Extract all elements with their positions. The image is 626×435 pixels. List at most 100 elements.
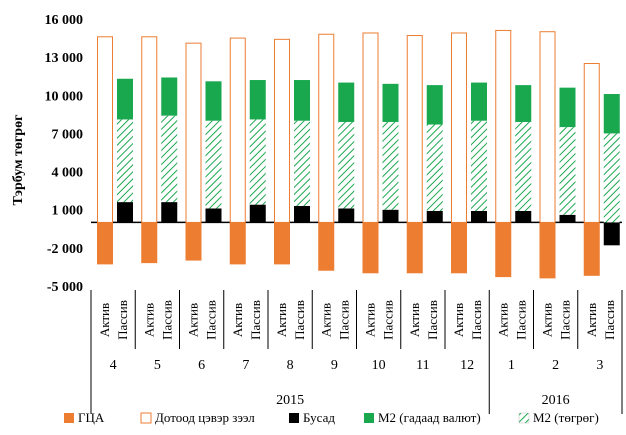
bar-label-aktiv: Актив <box>274 303 289 337</box>
busad-bar <box>249 204 266 223</box>
y-tick-label: 10 000 <box>45 89 84 104</box>
legend-swatch-busad <box>289 413 299 423</box>
gca-bar <box>185 222 202 261</box>
bar-label-passiv: Пассив <box>292 300 307 340</box>
gca-bar <box>229 222 246 265</box>
legend-label-busad: Бусад <box>303 410 335 425</box>
bar-label-aktiv: Актив <box>451 303 466 337</box>
month-label: 7 <box>242 358 249 373</box>
domestic-credit-bar <box>362 32 379 223</box>
gca-bar <box>318 222 335 271</box>
m2-tug-bar <box>603 133 620 223</box>
y-tick-label: -5 000 <box>47 280 83 295</box>
busad-bar <box>382 209 399 223</box>
bar-label-passiv: Пассив <box>336 300 351 340</box>
bar-label-aktiv: Актив <box>186 303 201 337</box>
bar-label-passiv: Пассив <box>513 300 528 340</box>
month-label: 11 <box>416 358 429 373</box>
m2-fx-bar <box>471 82 487 121</box>
busad-bar <box>161 202 178 223</box>
month-label: 6 <box>198 358 205 373</box>
month-label: 5 <box>154 358 161 373</box>
legend-label-gca: ГЦА <box>78 410 105 425</box>
bar-label-passiv: Пассив <box>469 300 484 340</box>
legend-swatch-domestic_credit <box>140 412 152 424</box>
busad-bar <box>559 214 576 223</box>
m2-tug-bar <box>117 119 133 203</box>
year-label: 2015 <box>276 393 304 408</box>
month-label: 4 <box>110 358 117 373</box>
month-label: 12 <box>460 358 474 373</box>
legend-label-m2_fx: М2 (гадаад валют) <box>378 410 481 425</box>
month-label: 3 <box>596 358 603 373</box>
month-label: 8 <box>287 358 294 373</box>
legend-swatch-m2_tug <box>518 412 530 424</box>
busad-bar <box>117 202 133 223</box>
month-label: 1 <box>508 358 515 373</box>
bar-label-passiv: Пассив <box>204 300 219 340</box>
bar-label-aktiv: Актив <box>230 303 245 337</box>
m2-fx-bar <box>559 87 576 128</box>
m2-tug-bar <box>382 121 399 210</box>
y-tick-label: -2 000 <box>47 242 83 257</box>
m2-tug-bar <box>471 120 487 211</box>
bar-label-aktiv: Актив <box>540 303 555 337</box>
y-tick-labels: 16 000 13 000 10 000 7 000 4 000 1 000 -2 000 -… <box>45 13 84 295</box>
m2-fx-bar <box>294 80 310 121</box>
year-label: 2016 <box>542 393 570 408</box>
m2-tug-bar <box>515 121 532 211</box>
m2-tug-bar <box>559 127 576 215</box>
legend: ГЦА Дотоод цэвэр зээл Бусад М2 (гадаад валю… <box>64 410 599 425</box>
domestic-credit-bar <box>141 36 158 223</box>
m2-fx-bar <box>426 85 443 125</box>
legend-label-m2_tug: М2 (төгрөг) <box>533 410 599 425</box>
m2-tug-bar <box>249 119 266 205</box>
legend-label-domestic_credit: Дотоод цэвэр зээл <box>155 410 255 425</box>
legend-swatch-m2_fx <box>364 413 374 423</box>
m2-tug-bar <box>161 115 178 203</box>
domestic-credit-bar <box>229 37 246 223</box>
domestic-credit-bar <box>406 35 423 223</box>
gca-bar <box>451 222 467 274</box>
m2-fx-bar <box>161 77 178 116</box>
y-axis-title: Тэрбум төгрөг <box>11 115 26 206</box>
domestic-credit-bar <box>318 33 335 223</box>
gca-bar <box>362 222 379 274</box>
domestic-credit-bar <box>539 31 556 223</box>
y-tick-label: 16 000 <box>45 13 84 28</box>
gca-bar <box>539 222 556 279</box>
busad-bar <box>426 210 443 223</box>
m2-tug-bar <box>338 121 355 209</box>
bar-label-passiv: Пассив <box>248 300 263 340</box>
domestic-credit-bar <box>185 42 202 223</box>
gca-bar <box>274 222 290 265</box>
bar-label-passiv: Пассив <box>558 300 573 340</box>
busad-bar <box>603 222 620 246</box>
y-tick-label: 13 000 <box>45 51 84 66</box>
busad-bar <box>338 208 355 223</box>
y-tick-label: 7 000 <box>52 127 84 142</box>
m2-fx-bar <box>117 78 133 120</box>
legend-swatch-gca <box>64 413 74 423</box>
bar-label-passiv: Пассив <box>381 300 396 340</box>
busad-bar <box>205 208 222 223</box>
m2-fx-bar <box>382 83 399 122</box>
bar-label-passiv: Пассив <box>602 300 617 340</box>
bar-label-passiv: Пассив <box>159 300 174 340</box>
bar-label-aktiv: Актив <box>495 303 510 337</box>
bar-label-aktiv: Актив <box>363 303 378 337</box>
axis-lines <box>90 221 623 414</box>
m2-fx-bar <box>603 94 620 134</box>
gca-bar <box>495 222 512 278</box>
domestic-credit-bar <box>583 63 600 223</box>
bar-label-aktiv: Актив <box>318 303 333 337</box>
busad-bar <box>294 205 310 223</box>
busad-bar <box>515 210 532 223</box>
domestic-credit-bar <box>97 36 113 223</box>
m2-fx-bar <box>515 85 532 122</box>
y-tick-label: 1 000 <box>52 204 84 219</box>
month-label: 10 <box>372 358 386 373</box>
bar-label-passiv: Пассив <box>115 300 130 340</box>
